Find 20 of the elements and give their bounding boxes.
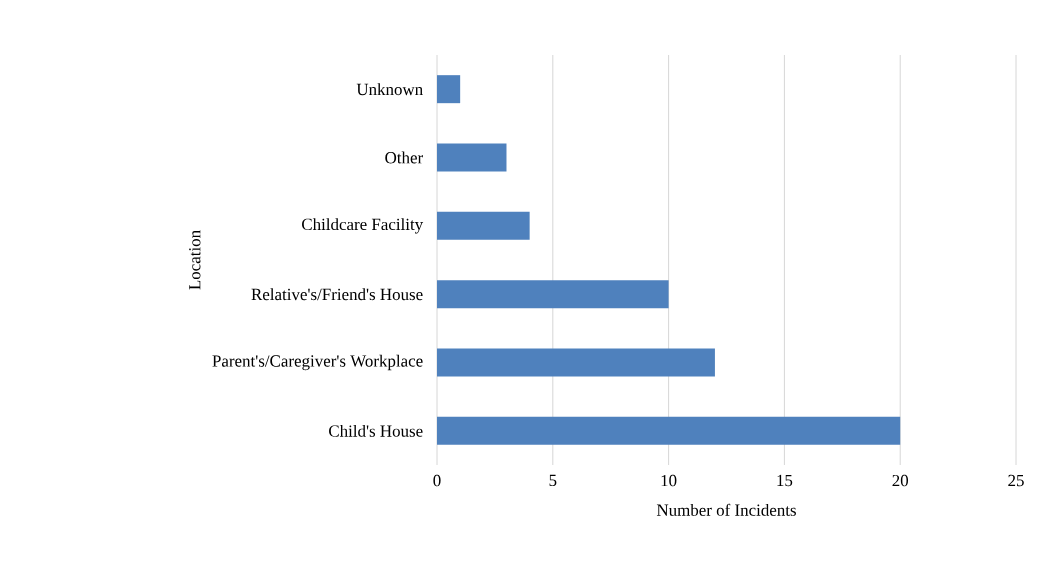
bar — [437, 143, 507, 172]
bar — [437, 348, 715, 377]
y-tick-label: Parent's/Caregiver's Workplace — [212, 354, 423, 371]
y-tick-label: Childcare Facility — [302, 218, 424, 234]
x-tick-label: 25 — [1008, 474, 1024, 487]
x-tick-label: 10 — [661, 474, 677, 487]
y-tick-label: Other — [385, 151, 423, 164]
y-axis-title: Location — [189, 230, 201, 290]
bar — [437, 416, 901, 445]
y-tick-label: Child's House — [329, 424, 423, 437]
x-tick-label: 20 — [892, 474, 909, 487]
x-axis-title: Number of Incidents — [656, 503, 796, 516]
bar — [437, 280, 669, 309]
y-tick-label: Relative's/Friend's House — [251, 288, 423, 301]
x-tick-label: 0 — [433, 474, 441, 487]
bar — [437, 211, 530, 240]
x-tick-label: 15 — [777, 474, 793, 487]
bar — [437, 75, 461, 104]
x-tick-label: 5 — [549, 474, 557, 487]
y-tick-label: Unknown — [356, 83, 423, 96]
